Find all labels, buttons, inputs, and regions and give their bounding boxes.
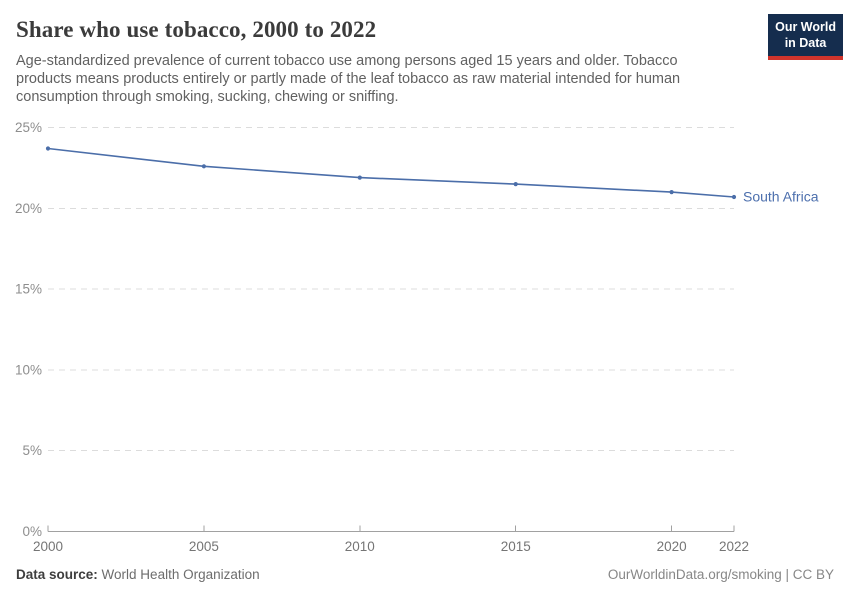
- y-tick-label-5: 5%: [22, 443, 42, 458]
- data-point-2022[interactable]: [731, 194, 737, 200]
- data-point-2000[interactable]: [45, 146, 51, 151]
- y-tick-label-15: 15%: [15, 282, 42, 297]
- x-tick-label-2020: 2020: [657, 539, 687, 554]
- data-point-2020[interactable]: [669, 190, 674, 195]
- x-tick-label-2005: 2005: [189, 539, 219, 554]
- y-tick-label-20: 20%: [15, 201, 42, 216]
- data-point-2010[interactable]: [357, 175, 362, 180]
- y-tick-label-25: 25%: [15, 120, 42, 135]
- data-point-2005[interactable]: [201, 164, 206, 169]
- x-tick-label-2015: 2015: [501, 539, 531, 554]
- chart-header: Share who use tobacco, 2000 to 2022 Age-…: [16, 16, 756, 107]
- y-tick-label-10: 10%: [15, 362, 42, 377]
- data-point-2015[interactable]: [513, 182, 518, 187]
- owid-logo-line2: in Data: [784, 36, 827, 51]
- entity-label-south-africa[interactable]: South Africa: [743, 189, 819, 205]
- x-tick-label-2022: 2022: [719, 539, 749, 554]
- data-source: Data source: World Health Organization: [16, 567, 260, 582]
- series-line-south-africa[interactable]: [47, 147, 735, 198]
- x-tick-label-2010: 2010: [345, 539, 375, 554]
- data-source-value: World Health Organization: [101, 567, 260, 582]
- x-tick-label-2000: 2000: [33, 539, 63, 554]
- owid-logo[interactable]: Our World in Data: [768, 14, 843, 60]
- chart-title: Share who use tobacco, 2000 to 2022: [16, 17, 377, 42]
- data-source-label: Data source:: [16, 567, 98, 582]
- chart-subtitle: Age-standardized prevalence of current t…: [16, 52, 681, 105]
- owid-citation-link[interactable]: OurWorldinData.org/smoking | CC BY: [607, 567, 834, 582]
- chart-footer: Data source: World Health Organization O…: [16, 567, 834, 582]
- owid-logo-line1: Our World: [775, 20, 836, 34]
- y-tick-label-0: 0%: [22, 524, 42, 539]
